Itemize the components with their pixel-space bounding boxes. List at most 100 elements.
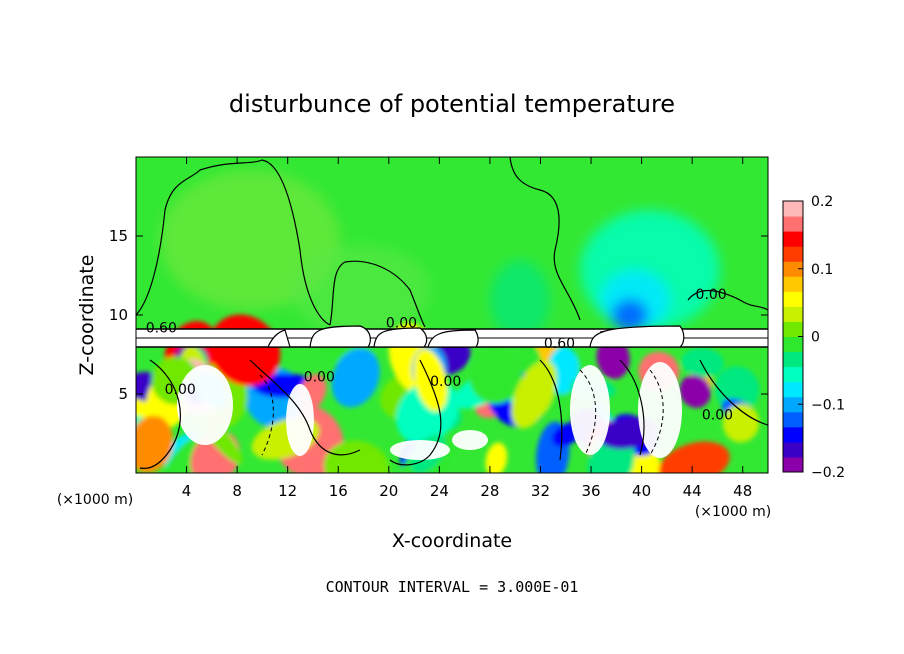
colorbar-swatch [783,276,803,292]
x-tick-label: 16 [329,482,348,500]
field-blob [136,398,163,419]
upper-field-shading [160,170,720,340]
colorbar-swatch [783,381,803,398]
field-core [452,430,488,450]
colorbar-swatch [783,216,803,232]
x-unit-right: (×1000 m) [695,504,771,520]
field-core [390,440,450,460]
bump-3 [373,327,428,348]
contour-lower-5 [619,359,645,456]
colorbar-swatch [783,336,803,353]
field-blob [469,348,523,404]
colorbar-tick-label: 0 [811,330,820,346]
bump-1 [267,329,291,348]
x-tick-label: 20 [379,482,398,500]
shade-f [490,260,550,340]
contour-labels: 0.60 0.00 0.60 0.00 0.00 0.00 0.00 0.00 [146,287,733,423]
colorbar-swatch [783,246,803,262]
contour-upper-right [509,157,581,321]
x-tick-label: 24 [430,482,449,500]
colorbar-swatch [783,366,803,383]
x-tick-label: 28 [480,482,499,500]
field-core [638,362,682,458]
field-blob [679,374,711,408]
bump-4 [427,329,479,348]
colorbar-swatch [783,321,803,337]
shade-e [612,299,648,331]
colorbar-swatch [783,231,803,247]
field-blob [658,441,730,473]
contour-lower-1 [139,359,181,470]
contour-dash-3 [649,369,664,456]
x-tick-label: 40 [632,482,651,500]
colorbar-swatch [783,351,803,368]
x-axis-label: X-coordinate [392,530,512,552]
contour-label: 0.00 [430,374,461,390]
x-unit-left: (×1000 m) [57,492,133,508]
contour-lower-3 [389,359,442,466]
contour-label: 0.00 [304,369,335,385]
field-blob [331,348,380,408]
contour-lower-6 [699,359,768,426]
field-blob [136,415,173,473]
shade-b [290,245,430,335]
contour-dash-1 [259,374,274,456]
turbulent-cores [177,362,682,460]
contour-label: 0.00 [165,382,196,398]
y-axis-label: Z-coordinate [76,255,98,376]
field-blob [681,347,724,378]
x-tick-label: 36 [581,482,600,500]
x-tick-label: 8 [232,482,242,500]
field-blob [324,440,390,473]
x-tick-label: 4 [182,482,192,500]
contour-label: 0.00 [696,287,727,303]
heatmap-field [136,157,768,473]
colorbar-tick-label: 0.1 [811,262,833,278]
colorbar-swatch [783,411,803,428]
x-axis: 4 8 12 16 20 24 28 32 36 40 44 48 [182,157,752,500]
colorbar: 0.2 0.1 0 −0.1 −0.2 [782,194,845,481]
band-bumps [267,325,685,348]
field-core [286,384,314,456]
colorbar-swatch [783,201,803,217]
x-tick-label: 48 [733,482,752,500]
contour-lower-4 [539,359,563,461]
x-tick-label: 44 [683,482,702,500]
y-tick-label: 15 [109,227,128,245]
contour-label: 0.60 [544,336,575,352]
y-tick-label: 10 [109,306,128,324]
y-axis: 5 10 15 [109,227,768,403]
colorbar-tick-label: −0.2 [811,465,845,481]
chart-title: disturbunce of potential temperature [229,90,675,118]
bump-5 [589,325,685,348]
contour-right-edge [687,290,768,311]
contours-solid [136,157,768,470]
bump-2 [309,325,371,348]
contour-label: 0.00 [386,316,417,332]
y-tick-label: 5 [118,385,128,403]
contour-upper-mid [329,260,426,328]
field-blob [485,442,508,473]
colorbar-swatch [783,426,803,443]
colorbar-swatch [783,396,803,413]
contour-upper-left [136,159,331,326]
contour-label: 0.00 [702,407,733,423]
x-tick-label: 32 [531,482,550,500]
colorbar-tick-label: 0.2 [811,194,833,210]
colorbar-swatch [783,456,803,473]
contour-lower-2 [249,359,361,456]
contour-label: 0.60 [146,320,177,336]
colorbar-swatch [783,261,803,277]
field-core [177,365,233,445]
colorbar-swatch [783,291,803,307]
field-core [570,365,610,455]
colorbar-swatch [783,441,803,458]
contour-dash-2 [579,369,597,456]
contour-interval-note: CONTOUR INTERVAL = 3.000E-01 [326,578,579,596]
colorbar-tick-label: −0.1 [811,397,845,413]
x-tick-label: 12 [278,482,297,500]
colorbar-swatch [783,306,803,322]
field-blob [722,403,760,443]
field-blob [511,360,557,429]
